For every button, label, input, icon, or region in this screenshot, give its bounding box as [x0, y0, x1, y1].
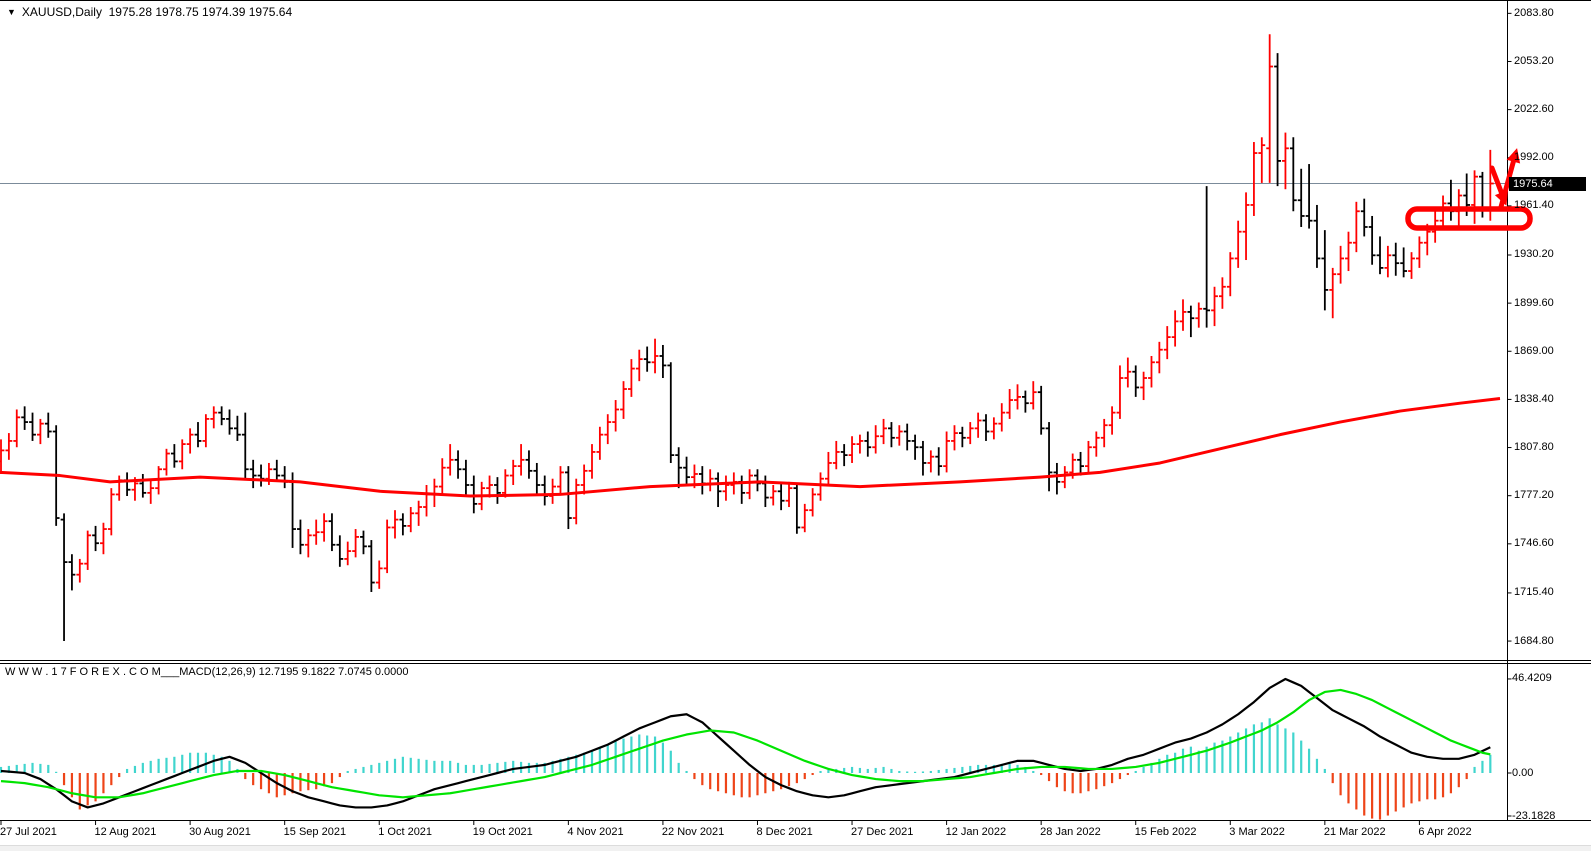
- price-axis-label: 2022.60: [1514, 103, 1554, 116]
- annotation-support-rectangle[interactable]: [1405, 206, 1533, 231]
- time-axis-label: 27 Jul 2021: [0, 826, 57, 838]
- current-price-badge: 1975.64: [1509, 177, 1586, 191]
- macd-axis-label: -23.1828: [1512, 809, 1556, 822]
- time-axis-label: 15 Feb 2022: [1134, 826, 1197, 838]
- time-axis-label: 27 Dec 2021: [851, 826, 914, 838]
- price-axis-label: 1777.20: [1514, 489, 1554, 502]
- horizontal-scrollbar[interactable]: [0, 845, 1591, 851]
- price-axis-label: 1899.60: [1514, 296, 1554, 309]
- price-axis-label: 1838.40: [1514, 392, 1554, 405]
- time-axis-label: 28 Jan 2022: [1040, 826, 1101, 838]
- time-axis-label: 21 Mar 2022: [1323, 826, 1386, 838]
- time-axis-label: 19 Oct 2021: [472, 826, 533, 838]
- time-axis-label: 12 Aug 2021: [94, 826, 157, 838]
- time-axis-label: 12 Jan 2022: [945, 826, 1007, 838]
- macd-signal-line: [0, 688, 1491, 799]
- time-axis-label: 30 Aug 2021: [189, 826, 251, 838]
- price-axis-label: 1992.00: [1514, 151, 1554, 164]
- macd-axis-label: 46.4209: [1512, 672, 1552, 685]
- dropdown-triangle-icon[interactable]: ▼: [7, 7, 16, 17]
- price-axis-label: 1807.80: [1514, 441, 1554, 454]
- price-axis-label: 1869.00: [1514, 344, 1554, 357]
- price-axis-label: 1961.40: [1514, 199, 1554, 212]
- time-axis-label: 8 Dec 2021: [756, 826, 813, 838]
- chart-symbol-label: XAUUSD,Daily: [21, 5, 102, 19]
- macd-indicator-label: W W W . 1 7 F O R E X . C O M___MACD(12,…: [5, 666, 409, 678]
- price-axis-label: 1715.40: [1514, 586, 1554, 599]
- chart-ohlc-values: 1975.28 1978.75 1974.39 1975.64: [108, 5, 293, 19]
- time-axis-label: 6 Apr 2022: [1418, 826, 1472, 838]
- price-axis-label: 1930.20: [1514, 248, 1554, 261]
- macd-main-line: [0, 677, 1491, 809]
- price-axis-label: 1746.60: [1514, 537, 1554, 550]
- time-axis-label: 4 Nov 2021: [567, 826, 624, 838]
- price-axis-label: 2083.80: [1514, 6, 1554, 19]
- time-axis-label: 3 Mar 2022: [1229, 826, 1285, 838]
- annotation-arrow-down-icon[interactable]: [1489, 165, 1508, 206]
- chart-title: ▼ XAUUSD,Daily 1975.28 1978.75 1974.39 19…: [7, 5, 292, 19]
- price-axis-label: 1684.80: [1514, 634, 1554, 647]
- time-axis-label: 1 Oct 2021: [378, 826, 433, 838]
- macd-axis-label: 0.00: [1512, 766, 1534, 779]
- time-axis-label: 15 Sep 2021: [283, 826, 347, 838]
- price-axis-label: 2053.20: [1514, 54, 1554, 67]
- time-axis-label: 22 Nov 2021: [661, 826, 725, 838]
- moving-average-line: [0, 396, 1501, 498]
